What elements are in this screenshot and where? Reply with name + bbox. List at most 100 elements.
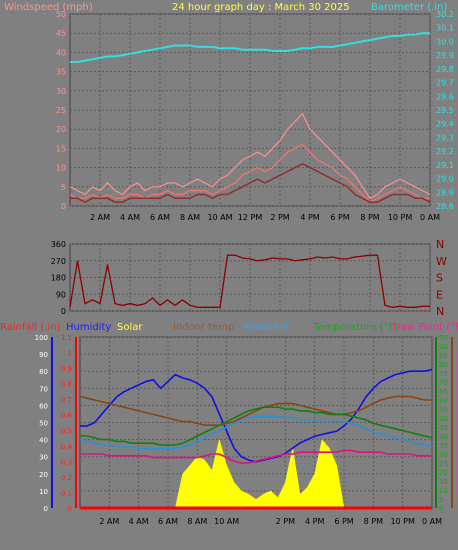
x-tick-label: 8 PM: [364, 517, 383, 526]
x-tick-label: 0 AM: [420, 213, 440, 222]
y-tick-label-barometer: 30.2: [436, 10, 454, 19]
chart-title: 24 hour graph day : March 30 2025: [172, 2, 350, 13]
y-tick-label-humidity: 40: [39, 437, 48, 445]
x-tick-label: 4 AM: [120, 213, 140, 222]
y-tick-label-rainfall: 0.3: [61, 458, 72, 466]
y-tick-label-temperature: 40: [439, 433, 448, 441]
y-tick-label-rainfall: 0: [68, 505, 72, 513]
windspeed-axis-title: Windspeed (mph): [4, 2, 93, 13]
series-line-windchill: [79, 415, 433, 450]
y-tick-label-barometer: 29.0: [436, 175, 454, 184]
y-tick-label-windspeed: 25: [56, 106, 66, 115]
y-tick-label-windspeed: 35: [56, 68, 66, 77]
y-tick-label-barometer: 29.9: [436, 51, 454, 60]
series-line-indoor_temp: [79, 395, 432, 426]
legend-indoor-temp: Indoor temp: [173, 322, 234, 333]
y-tick-label-barometer: 29.4: [436, 120, 454, 129]
compass-label: W: [436, 255, 447, 268]
y-tick-label-windspeed: 10: [56, 164, 66, 173]
series-line-gust: [69, 112, 431, 200]
compass-label: N: [436, 305, 444, 318]
y-tick-label-humidity: 0: [44, 505, 48, 513]
y-tick-label-humidity: 30: [39, 454, 48, 462]
y-tick-label-direction: 270: [51, 257, 66, 266]
y-tick-label-temperature: 45: [439, 424, 448, 432]
y-tick-label-barometer: 28.9: [436, 188, 454, 197]
legend-rainfall: Rainfall (.in): [0, 322, 61, 333]
y-tick-label-temperature: 65: [439, 388, 448, 396]
wind-barometer-panel: 2 AM 4 AM 6 AM 8 AM 10 AM 12 PM 2 PM 4 PM 6 PM 8 …: [56, 10, 454, 222]
x-tick-label: 10 AM: [207, 213, 232, 222]
y-tick-label-windspeed: 30: [56, 87, 66, 96]
y-tick-label-temperature: 10: [439, 487, 448, 495]
series-line-wind_avg: [70, 162, 431, 204]
y-tick-label-windspeed: 40: [56, 48, 66, 57]
x-tick-label: 8 AM: [180, 213, 200, 222]
legend-humidity: Humidity: [66, 322, 111, 333]
y-tick-label-rainfall: 0.8: [61, 381, 72, 389]
y-tick-label-temperature: 20: [439, 469, 448, 477]
y-tick-label-direction: 180: [51, 274, 66, 283]
y-tick-label-direction: 360: [51, 240, 66, 249]
y-tick-label-temperature: 95: [439, 334, 448, 342]
y-tick-label-barometer: 29.1: [436, 161, 454, 170]
y-tick-label-windspeed: 50: [56, 10, 66, 19]
y-tick-label-humidity: 20: [39, 471, 48, 479]
y-tick-label-windspeed: 0: [61, 202, 66, 211]
y-tick-label-barometer: 29.8: [436, 65, 454, 74]
x-tick-label: 12 PM: [238, 213, 263, 222]
x-tick-label: 0 AM: [422, 517, 442, 526]
y-tick-label-temperature: 0: [439, 505, 443, 513]
temperature-humidity-panel: 2 AM 4 AM 6 AM 8 AM 10 AM 2 PM 4 PM 6 PM 8 PM 10 …: [35, 334, 453, 526]
y-tick-label-temperature: 25: [439, 460, 448, 468]
y-tick-label-barometer: 30.1: [436, 24, 454, 33]
y-tick-label-barometer: 29.7: [436, 79, 454, 88]
x-tick-label: 10 PM: [390, 517, 415, 526]
y-tick-label-humidity: 50: [39, 420, 48, 428]
y-tick-label-humidity: 80: [39, 368, 48, 376]
x-tick-label: 4 AM: [129, 517, 149, 526]
x-tick-label: 2 AM: [99, 517, 119, 526]
x-tick-label: 2 AM: [90, 213, 110, 222]
x-tick-label: 4 PM: [305, 517, 324, 526]
legend-windchill: Windchill: [243, 322, 288, 333]
compass-label: E: [436, 288, 443, 301]
x-tick-label: 6 AM: [150, 213, 170, 222]
compass-label: N: [436, 238, 444, 251]
y-tick-label-barometer: 28.8: [436, 202, 454, 211]
y-tick-label-temperature: 30: [439, 451, 448, 459]
legend-temperature: Temperature (°F): [312, 322, 398, 333]
y-tick-label-windspeed: 15: [56, 144, 66, 153]
y-tick-label-temperature: 35: [439, 442, 448, 450]
y-tick-label-windspeed: 20: [56, 125, 66, 134]
y-tick-label-rainfall: 0.2: [61, 474, 72, 482]
y-tick-label-rainfall: 0.7: [61, 396, 72, 404]
y-tick-label-rainfall: 0.4: [61, 443, 73, 451]
compass-label: S: [436, 272, 443, 285]
y-tick-label-rainfall: 0.9: [61, 365, 72, 373]
y-tick-label-temperature: 50: [439, 415, 448, 423]
y-tick-label-rainfall: 0.1: [61, 489, 72, 497]
y-tick-label-temperature: 15: [439, 478, 448, 486]
x-tick-label: 6 PM: [334, 517, 353, 526]
y-tick-label-rainfall: 1: [68, 350, 72, 358]
x-tick-label: 4 PM: [300, 213, 319, 222]
x-tick-label: 6 PM: [330, 213, 349, 222]
x-tick-label: 2 PM: [276, 517, 295, 526]
x-tick-label: 6 AM: [158, 517, 178, 526]
y-tick-label-direction: 90: [56, 290, 66, 299]
y-tick-label-temperature: 85: [439, 352, 448, 360]
y-tick-label-windspeed: 5: [61, 183, 66, 192]
x-tick-label: 10 AM: [214, 517, 239, 526]
series-line-barometer: [70, 32, 430, 63]
y-tick-label-barometer: 29.6: [436, 92, 454, 101]
y-tick-label-windspeed: 45: [56, 29, 66, 38]
y-tick-label-barometer: 29.2: [436, 147, 454, 156]
y-tick-label-rainfall: 1.1: [61, 334, 72, 342]
y-tick-label-temperature: 70: [439, 379, 448, 387]
y-tick-label-humidity: 100: [35, 334, 48, 342]
x-tick-label: 8 AM: [187, 517, 207, 526]
y-tick-label-temperature: 80: [439, 361, 448, 369]
